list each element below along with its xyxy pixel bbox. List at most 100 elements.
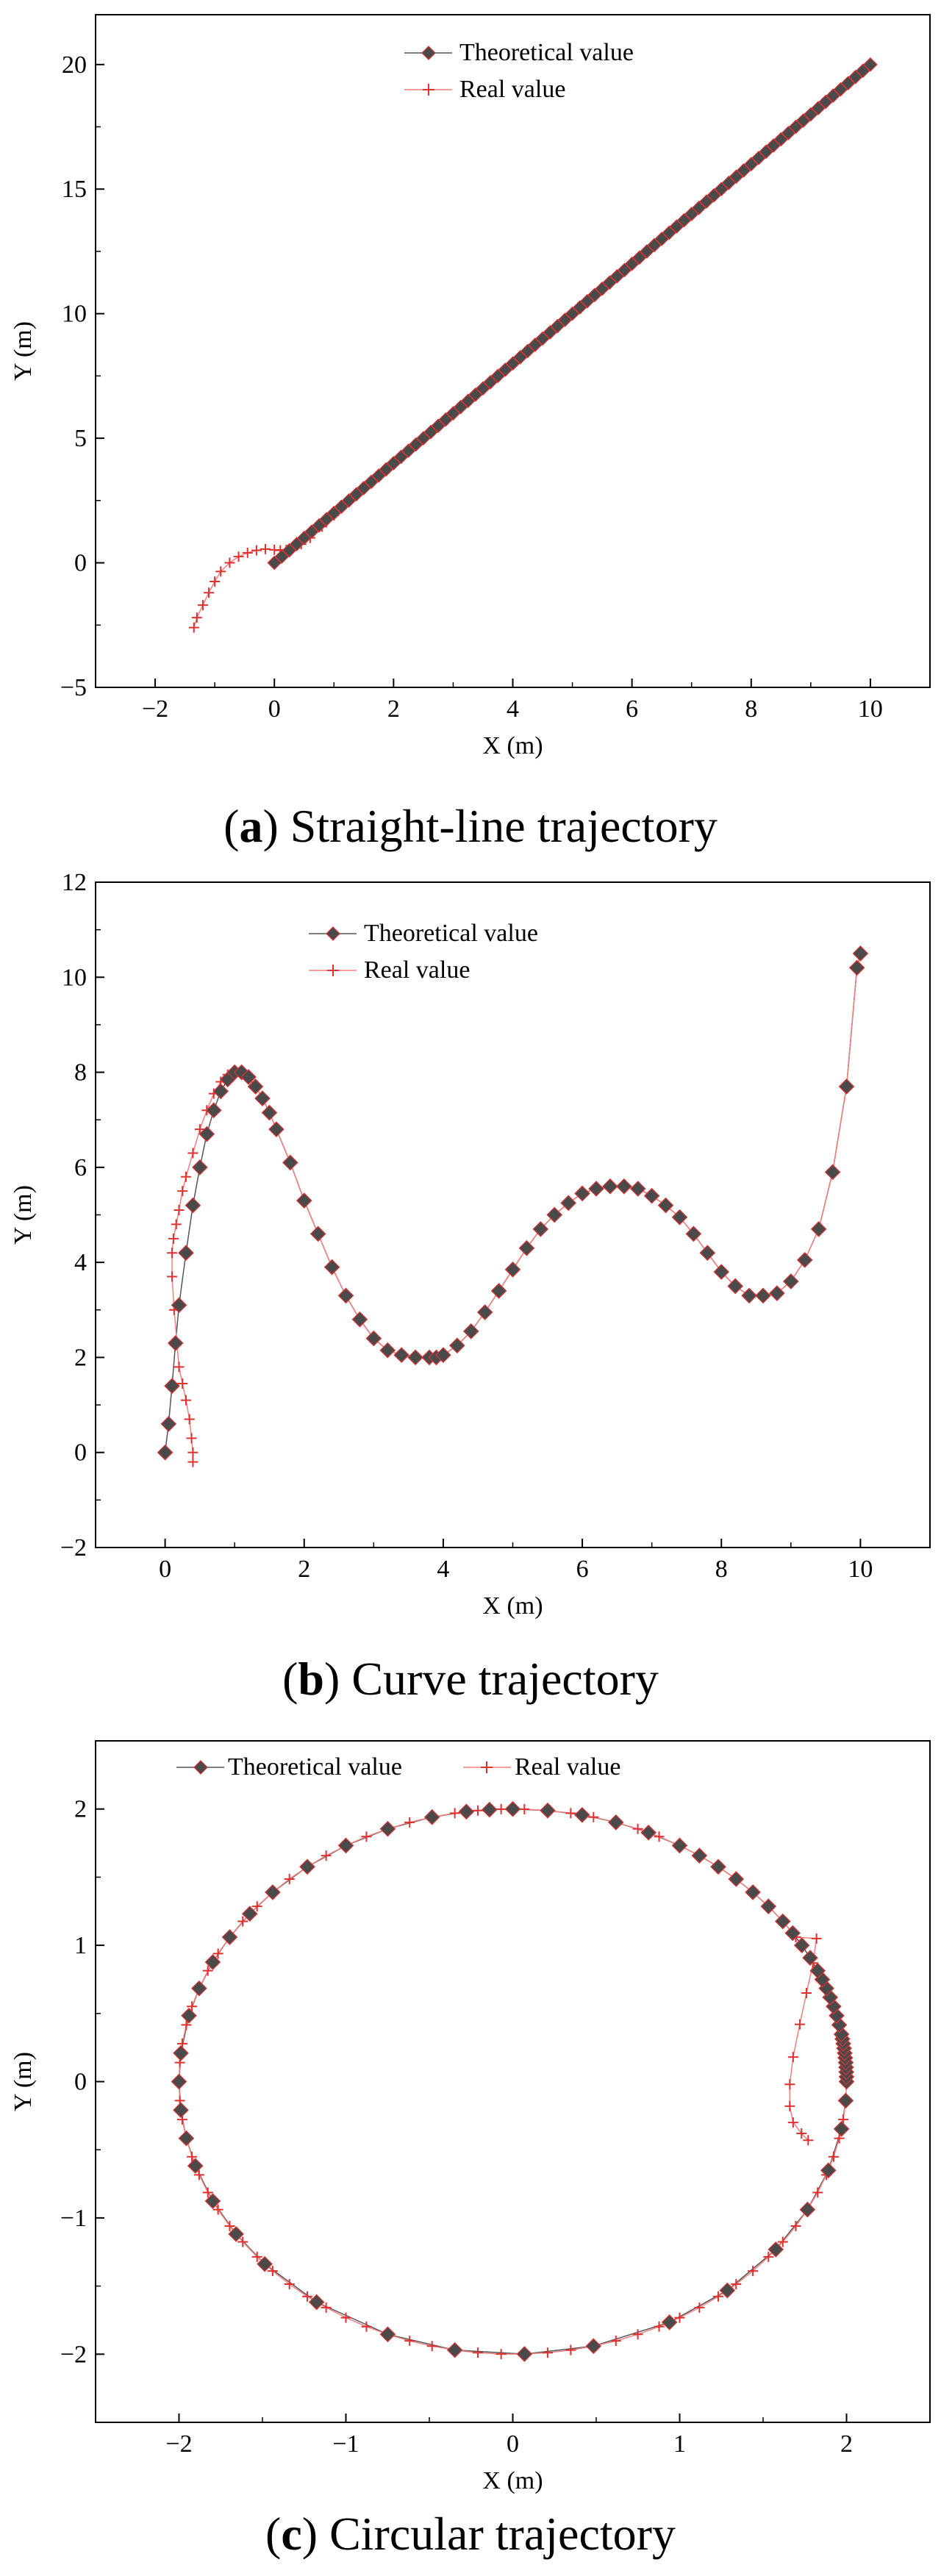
y-tick-label: 12 <box>62 869 87 896</box>
x-tick-label: 10 <box>848 1556 873 1583</box>
real-value-point <box>197 600 208 611</box>
real-value-point <box>784 2100 795 2111</box>
real-value-point <box>186 1433 197 1444</box>
x-axis-label: X (m) <box>482 1592 543 1620</box>
real-value-point <box>237 2236 248 2247</box>
real-value-point <box>361 2321 372 2332</box>
y-tick-label: 2 <box>74 1796 87 1823</box>
theoretical-value-point <box>640 1824 657 1841</box>
y-tick-label: −5 <box>60 674 87 701</box>
theoretical-value-point <box>782 1273 799 1289</box>
theoretical-value-point <box>310 1226 326 1242</box>
real-value-point <box>731 2279 742 2290</box>
real-value-point <box>181 2019 192 2031</box>
real-value-point <box>251 2251 262 2262</box>
theoretical-value-point <box>187 2158 204 2174</box>
theoretical-value-point <box>504 1800 521 1817</box>
theoretical-value-point <box>157 1444 173 1461</box>
y-tick-label: 8 <box>74 1059 87 1087</box>
real-value-point <box>251 545 262 556</box>
theoretical-value-point <box>241 1906 258 1922</box>
real-value-point <box>193 2169 204 2180</box>
theoretical-value-point <box>699 1245 716 1262</box>
real-value-point <box>267 2266 278 2277</box>
real-value-point <box>187 1447 198 1458</box>
x-axis-label: X (m) <box>482 2467 543 2494</box>
theoretical-value-point <box>221 1929 238 1945</box>
y-tick-label: 2 <box>74 1344 87 1371</box>
theoretical-value-point <box>337 1287 354 1304</box>
y-tick-label: 5 <box>74 425 87 452</box>
real-value-point <box>184 1414 195 1425</box>
y-tick-label: 10 <box>62 964 87 991</box>
y-tick-label: 1 <box>74 1932 87 1959</box>
legend: Theoretical value Real value <box>404 39 634 103</box>
real-value-point <box>301 2291 312 2302</box>
real-value-point <box>426 2341 437 2352</box>
real-value-point <box>233 551 244 562</box>
theoretical-value-point <box>185 1197 201 1214</box>
real-value-point <box>202 1965 213 1976</box>
real-value-point <box>171 1219 182 1230</box>
real-value-point <box>674 2312 685 2323</box>
theoretical-value-point <box>458 1803 475 1820</box>
panel-a-straight-line: (a) Straight-line trajectory −2 0 2 4 6 8 10 −5… <box>0 0 941 867</box>
theoretical-value-point <box>423 1808 440 1825</box>
real-value-point <box>610 2336 621 2347</box>
legend-real-label: Real value <box>515 1753 620 1781</box>
theoretical-value-point <box>838 1078 855 1095</box>
real-value-point <box>748 2266 759 2277</box>
x-tick-label: −1 <box>332 2430 359 2458</box>
real-value-point <box>404 2336 415 2347</box>
theoretical-value-point <box>784 1925 801 1942</box>
theoretical-value-point <box>560 1195 577 1212</box>
series-lines <box>164 953 862 1462</box>
theoretical-value-point <box>435 1347 451 1364</box>
real-value-point <box>187 2151 198 2162</box>
real-line <box>171 953 862 1462</box>
theoretical-value-point <box>661 2314 678 2330</box>
real-value-point <box>473 1805 484 1816</box>
theoretical-value-point <box>212 1083 229 1100</box>
real-value-point <box>194 1124 205 1135</box>
legend-theoretical-marker <box>193 1760 208 1775</box>
legend-real-label: Real value <box>364 956 470 984</box>
real-value-point <box>191 612 202 623</box>
theoretical-value-point <box>160 1416 177 1432</box>
theoretical-value-point <box>546 1206 563 1223</box>
theoretical-value-point <box>192 1159 208 1176</box>
real-value-point <box>654 1831 665 1842</box>
real-value-point <box>787 2117 798 2128</box>
x-tick-label: 2 <box>840 2430 853 2458</box>
theoretical-value-point <box>809 1962 826 1979</box>
real-value-point <box>180 1395 191 1406</box>
theoretical-value-point <box>671 1837 688 1854</box>
real-value-point <box>449 1808 460 1819</box>
theoretical-value-point <box>518 1239 535 1256</box>
theoretical-value-point <box>205 1102 222 1119</box>
theoretical-value-point <box>476 1304 493 1320</box>
theoretical-value-point <box>657 1197 674 1214</box>
real-value-point <box>763 2251 774 2262</box>
theoretical-value-point <box>728 1871 745 1887</box>
theoretical-value-point <box>254 1090 271 1106</box>
real-value-point <box>473 2347 484 2358</box>
theoretical-value-point <box>671 1209 688 1226</box>
theoretical-value-point <box>768 2241 784 2258</box>
theoretical-value-point <box>574 1806 590 1823</box>
theoretical-value-point <box>178 2130 195 2147</box>
legend-theoretical-marker <box>421 46 436 60</box>
theoretical-value-point <box>299 1858 315 1875</box>
real-value-point <box>713 2291 724 2302</box>
real-value-point <box>167 1248 178 1259</box>
y-tick-label: 0 <box>74 550 87 577</box>
real-value-point <box>632 2329 643 2340</box>
theoretical-value-point <box>365 1330 382 1347</box>
real-value-point <box>212 2204 223 2215</box>
real-value-point <box>588 1811 599 1822</box>
real-value-point <box>794 2019 805 2030</box>
real-value-point <box>173 1362 185 1373</box>
theoretical-value-point <box>774 1913 791 1930</box>
real-value-point <box>796 2128 807 2139</box>
real-value-point <box>167 1271 178 1282</box>
